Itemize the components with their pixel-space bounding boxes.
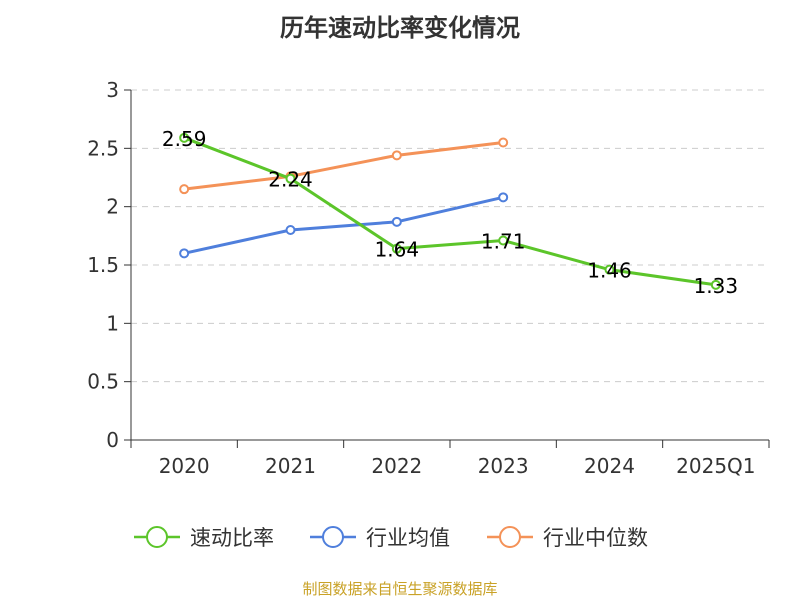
y-tick-label: 2.5 <box>87 136 119 160</box>
data-point[interactable] <box>285 225 296 235</box>
x-tick-label: 2023 <box>478 454 529 478</box>
series-lines <box>179 132 721 290</box>
data-point[interactable] <box>391 243 402 254</box>
chart-title: 历年速动比率变化情况 <box>280 14 520 42</box>
data-point[interactable] <box>604 264 615 275</box>
data-point[interactable] <box>498 137 509 148</box>
source-note: 制图数据来自恒生聚源数据库 <box>302 580 498 598</box>
series-line <box>182 141 505 191</box>
series-line <box>182 195 505 255</box>
legend-marker <box>146 526 168 548</box>
y-tick-label: 0.5 <box>87 370 119 394</box>
data-label: 2.59 <box>162 127 207 151</box>
data-point[interactable] <box>179 248 190 259</box>
data-labels: 2.59 2.24 1.64 1.71 1.46 1.33 <box>162 127 738 298</box>
data-point[interactable] <box>179 184 190 195</box>
data-point[interactable] <box>179 132 190 143</box>
axes: 0 0.5 1 1.5 2 2.5 3 2020 2021 2022 2023 2024 2025Q1 <box>87 78 770 478</box>
y-tick-label: 2 <box>106 195 119 219</box>
data-point[interactable] <box>285 173 296 184</box>
data-label: 2.24 <box>268 168 313 192</box>
data-label: 1.64 <box>375 238 420 262</box>
data-point[interactable] <box>710 279 721 290</box>
y-tick-label: 1 <box>106 311 119 335</box>
legend-item[interactable]: 行业中位数 <box>487 526 648 550</box>
legend-item[interactable]: 行业均值 <box>310 526 450 550</box>
series-line <box>182 136 718 287</box>
legend-label: 行业均值 <box>366 526 450 550</box>
data-point[interactable] <box>391 150 402 161</box>
data-label: 1.71 <box>481 230 526 254</box>
legend-marker <box>322 526 344 548</box>
legend-marker <box>499 526 521 548</box>
x-tick-label: 2024 <box>584 454 635 478</box>
y-tick-label: 1.5 <box>87 253 119 277</box>
legend-item[interactable]: 速动比率 <box>134 526 274 550</box>
x-tick-label: 2021 <box>265 454 316 478</box>
y-tick-label: 3 <box>106 78 119 102</box>
grid-lines <box>131 89 769 383</box>
legend[interactable]: 速动比率 行业均值 行业中位数 <box>134 526 648 550</box>
data-point[interactable] <box>498 192 509 203</box>
x-tick-label: 2022 <box>371 454 422 478</box>
x-tick-label: 2025Q1 <box>676 454 755 478</box>
data-point[interactable] <box>498 235 509 246</box>
data-label: 1.33 <box>694 274 739 298</box>
x-tick-label: 2020 <box>159 454 210 478</box>
y-tick-label: 0 <box>106 428 119 452</box>
legend-label: 速动比率 <box>190 526 274 550</box>
legend-label: 行业中位数 <box>543 526 648 550</box>
data-point[interactable] <box>391 216 402 227</box>
data-label: 1.46 <box>587 259 632 283</box>
